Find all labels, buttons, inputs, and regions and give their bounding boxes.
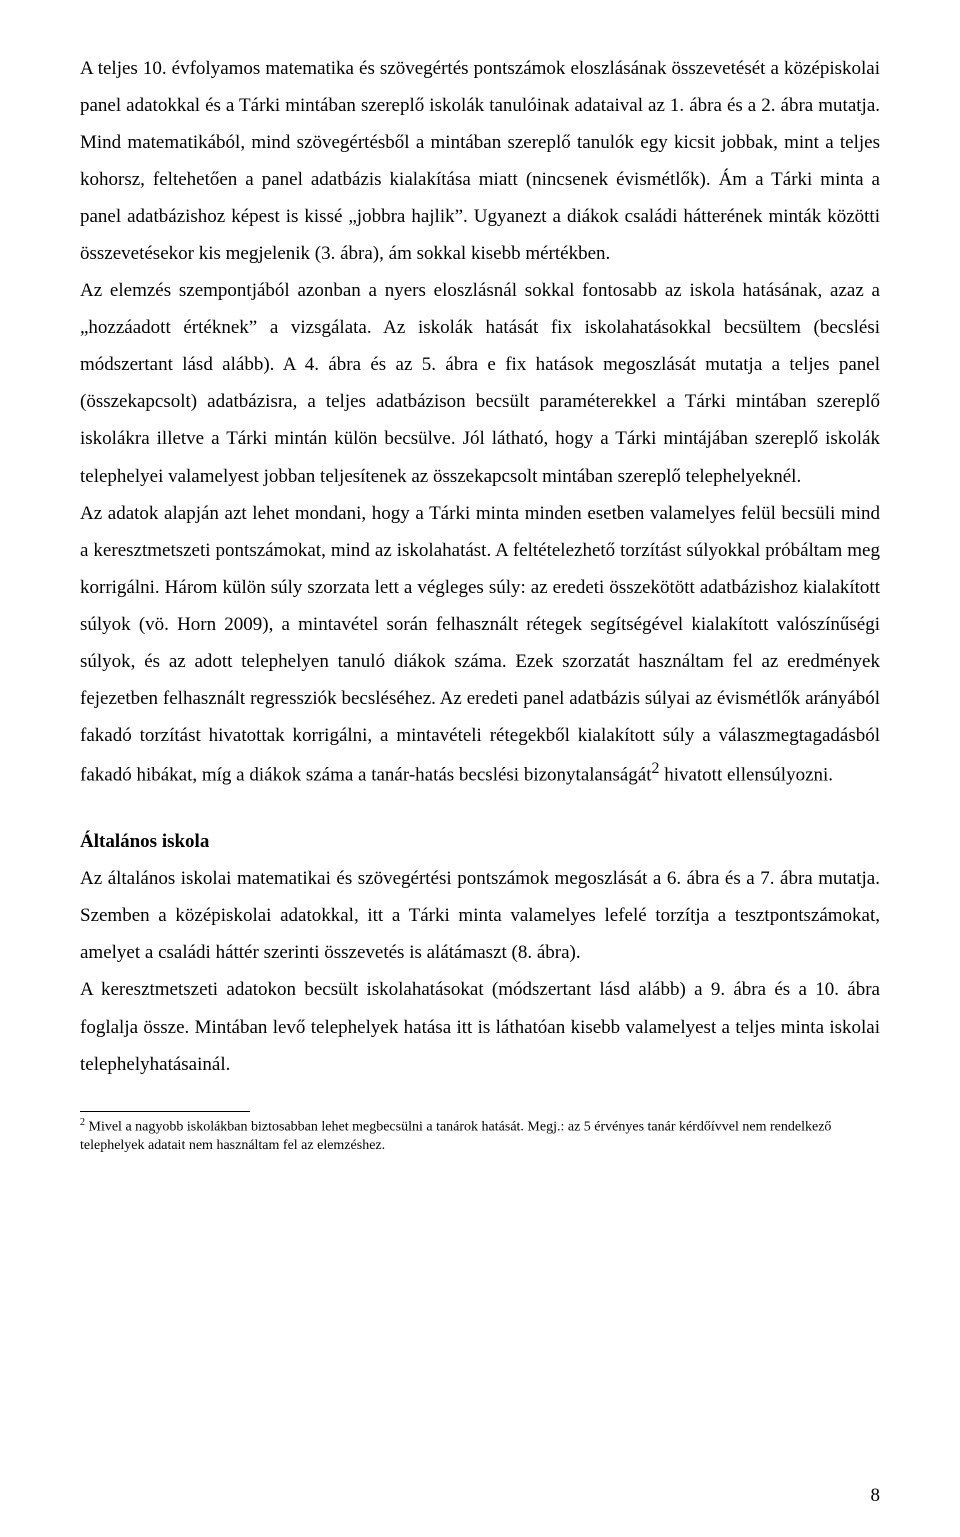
paragraph-3: Az adatok alapján azt lehet mondani, hog… xyxy=(80,495,880,794)
paragraph-4: Az általános iskolai matematikai és szöv… xyxy=(80,860,880,971)
paragraph-1: A teljes 10. évfolyamos matematika és sz… xyxy=(80,50,880,272)
paragraph-3-suffix: hivatott ellensúlyozni. xyxy=(659,764,833,785)
section-heading: Általános iskola xyxy=(80,823,880,860)
paragraph-2: Az elemzés szempontjából azonban a nyers… xyxy=(80,272,880,494)
footnote: 2 Mivel a nagyobb iskolákban biztosabban… xyxy=(80,1116,880,1156)
footnote-text: Mivel a nagyobb iskolákban biztosabban l… xyxy=(80,1119,831,1153)
page: A teljes 10. évfolyamos matematika és sz… xyxy=(0,0,960,1537)
paragraph-5: A keresztmetszeti adatokon becsült iskol… xyxy=(80,971,880,1082)
footnote-separator xyxy=(80,1111,250,1112)
paragraph-3-prefix: Az adatok alapján azt lehet mondani, hog… xyxy=(80,503,880,786)
page-number: 8 xyxy=(871,1485,881,1507)
